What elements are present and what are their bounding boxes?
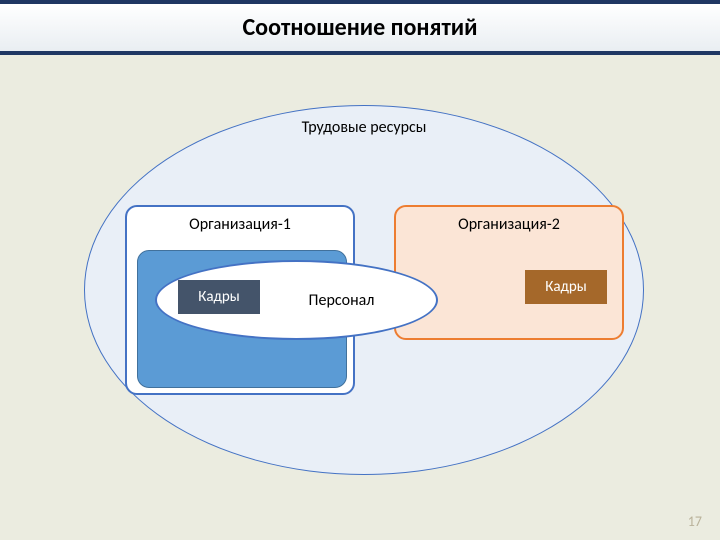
org2-label: Организация-2 <box>458 215 560 234</box>
kadry2-label: Кадры <box>545 278 587 296</box>
org1-label: Организация-1 <box>189 215 291 234</box>
page-number: 17 <box>688 513 702 530</box>
slide-title: Соотношение понятий <box>0 0 720 55</box>
personal-label: Персонал <box>309 291 375 310</box>
outer-ellipse-label: Трудовые ресурсы <box>302 118 427 137</box>
page-number-text: 17 <box>688 513 702 530</box>
kadry1-label: Кадры <box>198 288 240 306</box>
kadry1-box: Кадры <box>178 280 260 314</box>
kadry2-box: Кадры <box>525 270 607 304</box>
slide-title-text: Соотношение понятий <box>242 13 477 42</box>
title-bar-container: Соотношение понятий <box>0 0 720 55</box>
